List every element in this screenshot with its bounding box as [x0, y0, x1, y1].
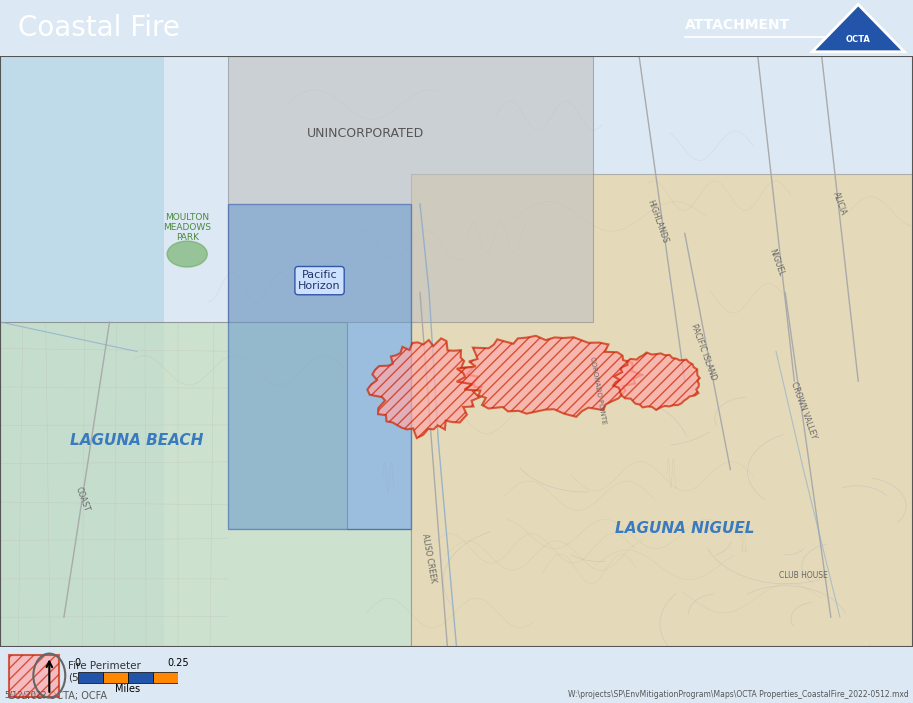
Text: ALICIA: ALICIA [832, 191, 848, 217]
Polygon shape [228, 56, 593, 322]
Polygon shape [411, 174, 913, 647]
Polygon shape [228, 204, 411, 529]
Text: CORONADO POINTE: CORONADO POINTE [589, 356, 607, 424]
Text: Coastal Fire: Coastal Fire [18, 14, 180, 42]
Text: 0: 0 [75, 659, 80, 669]
Text: 0.25: 0.25 [167, 659, 189, 669]
Bar [128, 672, 152, 683]
Polygon shape [813, 4, 904, 52]
Text: 5/12/2022: 5/12/2022 [5, 690, 47, 699]
Bar [152, 672, 178, 683]
Polygon shape [456, 336, 644, 417]
Text: Miles: Miles [115, 684, 141, 694]
Text: UNINCORPORATED: UNINCORPORATED [307, 127, 424, 139]
Text: ALISO CREEK: ALISO CREEK [420, 533, 438, 583]
Text: MOULTON
MEADOWS
PARK: MOULTON MEADOWS PARK [163, 212, 211, 243]
Text: ATTACHMENT: ATTACHMENT [685, 18, 790, 32]
Text: LAGUNA NIGUEL: LAGUNA NIGUEL [615, 521, 754, 536]
Text: PACIFIC ISLAND: PACIFIC ISLAND [688, 322, 718, 381]
Bar [78, 672, 102, 683]
FancyBboxPatch shape [9, 655, 59, 697]
Polygon shape [367, 338, 482, 438]
Polygon shape [614, 352, 699, 410]
Text: CROWN VALLEY: CROWN VALLEY [789, 381, 818, 440]
Polygon shape [0, 322, 411, 647]
Text: LAGUNA BEACH: LAGUNA BEACH [70, 432, 204, 448]
Text: CLUB HOUSE: CLUB HOUSE [779, 572, 828, 581]
Text: Pacific
Horizon: Pacific Horizon [299, 270, 341, 292]
Text: HIGHLANDS: HIGHLANDS [645, 199, 669, 245]
Text: W:\projects\SP\EnvMitigationProgram\Maps\OCTA Properties_CoastalFire_2022-0512.m: W:\projects\SP\EnvMitigationProgram\Maps… [568, 690, 908, 699]
Text: NIGUEL: NIGUEL [767, 248, 785, 278]
Circle shape [167, 241, 207, 267]
Text: Source: OCTA; OCFA: Source: OCTA; OCFA [9, 691, 107, 702]
Bar [102, 672, 128, 683]
Text: Fire Perimeter
(5/11/22): Fire Perimeter (5/11/22) [68, 662, 142, 683]
Text: COAST: COAST [74, 486, 90, 512]
Text: OCTA: OCTA [845, 35, 871, 44]
Polygon shape [0, 56, 164, 647]
